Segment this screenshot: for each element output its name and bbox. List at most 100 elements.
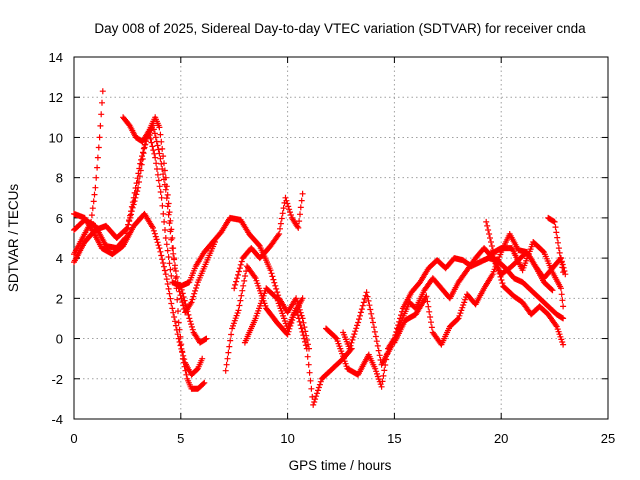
data-point (428, 324, 435, 331)
data-point (173, 285, 180, 292)
data-point (237, 297, 244, 304)
data-point (171, 255, 177, 262)
data-point (158, 138, 165, 145)
data-point (360, 299, 367, 306)
data-point (296, 318, 303, 325)
plot-frame (73, 56, 609, 420)
data-point (88, 212, 95, 219)
data-point (493, 261, 500, 268)
data-point (140, 145, 147, 152)
data-point (274, 289, 281, 296)
x-axis-label: GPS time / hours (289, 458, 392, 473)
data-point (180, 359, 187, 366)
data-point (293, 295, 300, 302)
data-point (560, 303, 567, 310)
data-point (349, 336, 356, 343)
data-point (310, 401, 317, 408)
data-point (456, 312, 463, 319)
data-point (548, 286, 555, 293)
data-point (163, 276, 170, 283)
data-point (176, 288, 183, 295)
data-point (201, 379, 208, 386)
data-point (129, 199, 136, 206)
data-point (365, 297, 372, 304)
data-point (427, 314, 434, 320)
x-tick-label: 10 (280, 431, 294, 446)
data-point (160, 260, 167, 266)
data-point (299, 295, 306, 302)
data-point (488, 243, 495, 249)
data-point (128, 203, 135, 210)
x-tick-label: 25 (601, 431, 615, 446)
data-point (127, 212, 133, 219)
data-point (159, 145, 166, 152)
data-point (161, 263, 167, 270)
y-tick-label: -4 (51, 412, 63, 427)
data-point (251, 273, 258, 280)
data-point (163, 195, 170, 202)
data-point (381, 367, 388, 374)
data-point (374, 342, 381, 349)
data-point (494, 264, 501, 271)
data-point (280, 205, 287, 212)
data-point (154, 166, 160, 172)
data-point (273, 294, 279, 301)
data-point (199, 355, 206, 362)
data-point (285, 203, 292, 210)
data-point (295, 224, 302, 231)
data-point (301, 335, 308, 342)
data-point (158, 194, 165, 201)
data-point (169, 235, 176, 241)
data-point (177, 342, 184, 349)
data-point (294, 312, 301, 319)
data-point (153, 236, 160, 243)
series-track-4 (71, 122, 218, 316)
data-point (287, 209, 293, 216)
y-tick-label: -2 (51, 372, 63, 387)
data-point (203, 335, 210, 342)
data-point (164, 203, 171, 210)
data-point (373, 338, 380, 345)
data-point (138, 156, 145, 163)
data-point (279, 210, 286, 217)
data-point (297, 204, 304, 211)
data-point (94, 154, 101, 161)
data-point (236, 302, 243, 309)
data-point (178, 341, 185, 348)
data-point (188, 323, 195, 330)
data-point (454, 316, 461, 323)
data-point (311, 399, 318, 405)
data-point (150, 224, 156, 231)
data-point (164, 281, 171, 287)
data-points (71, 88, 569, 408)
data-point (560, 341, 567, 348)
data-point (313, 393, 320, 400)
data-point (157, 248, 164, 255)
data-point (156, 124, 163, 131)
data-point (190, 293, 197, 300)
data-point (271, 279, 278, 286)
data-point (223, 361, 230, 368)
data-point (168, 300, 175, 307)
data-point (286, 206, 293, 213)
data-point (154, 171, 161, 178)
y-tick-label: 10 (49, 130, 63, 145)
data-point (157, 131, 164, 138)
data-point (188, 299, 195, 306)
data-point (161, 218, 168, 225)
data-point (148, 139, 155, 146)
data-point (177, 333, 184, 340)
data-point (200, 380, 207, 387)
data-point (171, 314, 178, 320)
data-point (235, 271, 241, 278)
data-point (233, 278, 240, 285)
data-point (135, 170, 142, 177)
x-tick-label: 20 (494, 431, 508, 446)
data-point (316, 381, 323, 388)
data-point (225, 349, 232, 356)
data-point (176, 326, 183, 333)
data-point (234, 275, 240, 282)
data-point (166, 209, 173, 216)
data-point (136, 165, 143, 172)
data-point (162, 271, 169, 278)
